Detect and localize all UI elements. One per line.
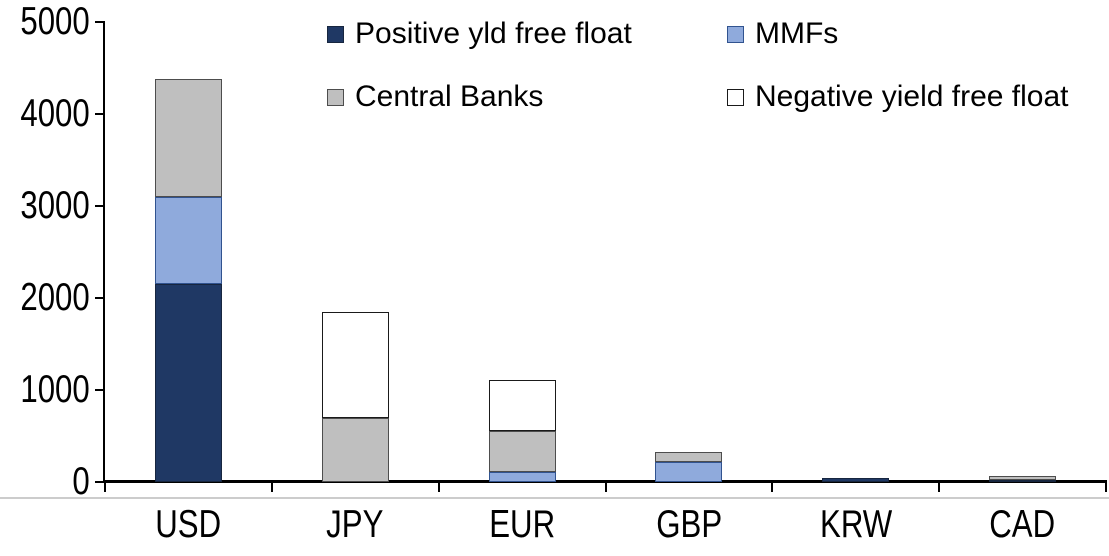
bar-segment-krw-positive-yld-free-float [822, 477, 890, 482]
y-tick-label: 3000 [20, 184, 90, 227]
legend-item-central-banks: Central Banks [327, 80, 543, 114]
x-tick-label-eur: EUR [489, 503, 556, 546]
x-tick-mark [1105, 483, 1107, 492]
bar-segment-jpy-negative-yield-free-float [321, 311, 389, 418]
bar-segment-gbp-mmfs [655, 461, 723, 482]
y-tick-label: 0 [72, 460, 90, 503]
bar-segment-jpy-central-banks [321, 417, 389, 482]
x-tick-label-jpy: JPY [326, 503, 384, 546]
legend-label-central-banks: Central Banks [355, 80, 544, 113]
x-tick-mark [604, 483, 607, 492]
x-tick-mark [270, 483, 273, 492]
legend-label-positive-yld-free-float: Positive yld free float [355, 17, 632, 50]
x-tick-label-cad: CAD [989, 503, 1056, 546]
y-tick-mark [95, 113, 105, 115]
x-tick-mark [437, 483, 440, 492]
legend-swatch-mmfs [727, 25, 744, 43]
x-tick-label-krw: KRW [819, 503, 892, 546]
x-tick-mark [938, 483, 941, 492]
y-tick-mark [95, 481, 105, 483]
legend-item-negative-yield-free-float: Negative yield free float [727, 80, 1069, 114]
x-tick-label-gbp: GBP [655, 503, 722, 546]
x-tick-mark [771, 483, 774, 492]
y-tick-label: 4000 [20, 92, 90, 135]
x-tick-mark [104, 483, 106, 492]
legend-label-mmfs: MMFs [755, 17, 839, 50]
y-tick-label: 5000 [20, 0, 90, 43]
y-tick-label: 2000 [20, 276, 90, 319]
x-axis-line [103, 480, 1107, 483]
y-axis-line [103, 22, 105, 483]
bar-segment-usd-positive-yld-free-float [154, 284, 222, 482]
y-tick-mark [95, 205, 105, 207]
baseline-shadow-line [0, 497, 1109, 499]
legend-swatch-negative-yield-free-float [727, 88, 744, 106]
legend-label-negative-yield-free-float: Negative yield free float [755, 80, 1069, 113]
bar-segment-usd-mmfs [154, 196, 222, 285]
bar-segment-usd-central-banks [154, 79, 222, 197]
legend-item-mmfs: MMFs [727, 17, 838, 51]
bar-segment-cad-central-banks [989, 476, 1057, 480]
y-tick-mark [95, 21, 105, 23]
bar-segment-eur-mmfs [488, 471, 556, 482]
bar-segment-eur-negative-yield-free-float [488, 379, 556, 432]
x-tick-label-usd: USD [155, 503, 222, 546]
legend-swatch-positive-yld-free-float [327, 25, 344, 43]
bar-segment-cad-positive-yld-free-float [989, 479, 1057, 482]
y-tick-label: 1000 [20, 368, 90, 411]
y-tick-mark [95, 389, 105, 391]
legend-swatch-central-banks [327, 88, 344, 106]
y-tick-mark [95, 297, 105, 299]
bar-segment-gbp-central-banks [655, 451, 723, 462]
bar-segment-eur-central-banks [488, 431, 556, 472]
legend-item-positive-yld-free-float: Positive yld free float [327, 17, 632, 51]
